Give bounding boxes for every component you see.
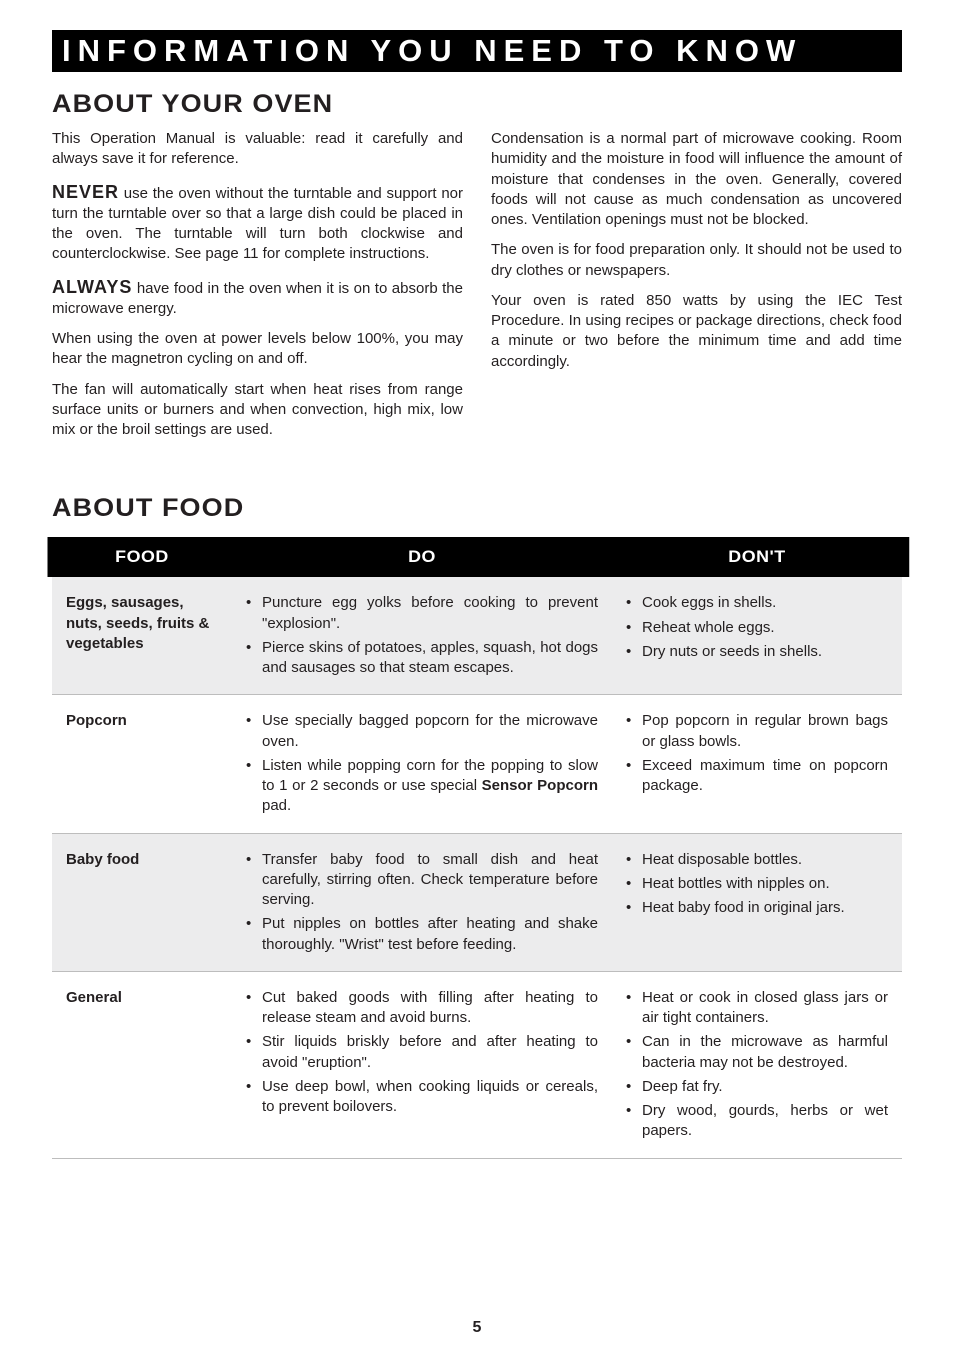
list-item: Exceed maximum time on popcorn package. <box>626 756 888 797</box>
list-item: Heat baby food in original jars. <box>626 898 888 918</box>
table-header-row: FOOD DO DON'T <box>52 537 902 577</box>
list-item: Pop popcorn in regular brown bags or gla… <box>626 711 888 752</box>
heading-about-food: ABOUT FOOD <box>52 494 954 523</box>
page-banner: INFORMATION YOU NEED TO KNOW <box>52 30 902 72</box>
list-item: Puncture egg yolks before cooking to pre… <box>246 593 598 634</box>
table-row: Baby foodTransfer baby food to small dis… <box>52 833 902 971</box>
do-cell: Puncture egg yolks before cooking to pre… <box>232 577 612 695</box>
list-item: Stir liquids briskly before and after he… <box>246 1032 598 1073</box>
para: NEVER use the oven without the turntable… <box>52 180 463 265</box>
dont-cell: Heat disposable bottles. Heat bottles wit… <box>612 833 902 971</box>
list-item: Can in the microwave as harmful bacteria… <box>626 1032 888 1073</box>
para: ALWAYS have food in the oven when it is … <box>52 275 463 320</box>
list-item: Heat or cook in closed glass jars or air… <box>626 988 888 1029</box>
page-number: 5 <box>0 1319 954 1337</box>
food-name-cell: Baby food <box>52 833 232 971</box>
list-item: Reheat whole eggs. <box>626 618 888 638</box>
list-item: Listen while popping corn for the poppin… <box>246 756 598 817</box>
para: The fan will automatically start when he… <box>52 380 463 441</box>
left-column: This Operation Manual is valuable: read … <box>52 129 463 450</box>
do-cell: Use specially bagged popcorn for the mic… <box>232 695 612 833</box>
kw-never: NEVER <box>52 182 119 202</box>
th-do: DO <box>223 537 622 577</box>
two-column-body: This Operation Manual is valuable: read … <box>52 129 902 450</box>
table-row: Eggs, sausages, nuts, seeds, fruits & ve… <box>52 577 902 695</box>
list-item: Use deep bowl, when cooking liquids or c… <box>246 1077 598 1118</box>
dont-cell: Heat or cook in closed glass jars or air… <box>612 971 902 1158</box>
para: Condensation is a normal part of microwa… <box>491 129 902 230</box>
right-column: Condensation is a normal part of microwa… <box>491 129 902 450</box>
kw-always: ALWAYS <box>52 277 132 297</box>
list-item: Cook eggs in shells. <box>626 593 888 613</box>
food-name-cell: Popcorn <box>52 695 232 833</box>
heading-about-oven: ABOUT YOUR OVEN <box>52 90 954 119</box>
th-food: FOOD <box>48 537 237 577</box>
do-cell: Transfer baby food to small dish and hea… <box>232 833 612 971</box>
list-item: Deep fat fry. <box>626 1077 888 1097</box>
dont-cell: Cook eggs in shells. Reheat whole eggs. Dr… <box>612 577 902 695</box>
table-row: Popcorn Use specially bagged popcorn for … <box>52 695 902 833</box>
list-item: Cut baked goods with filling after heati… <box>246 988 598 1029</box>
do-cell: Cut baked goods with filling after heati… <box>232 971 612 1158</box>
list-item: Heat disposable bottles. <box>626 850 888 870</box>
list-item: Heat bottles with nipples on. <box>626 874 888 894</box>
dont-cell: Pop popcorn in regular brown bags or gla… <box>612 695 902 833</box>
list-item: Dry nuts or seeds in shells. <box>626 642 888 662</box>
list-item: Use specially bagged popcorn for the mic… <box>246 711 598 752</box>
food-name-cell: General <box>52 971 232 1158</box>
para: This Operation Manual is valuable: read … <box>52 129 463 170</box>
food-table: FOOD DO DON'T Eggs, sausages, nuts, seed… <box>52 537 902 1158</box>
food-name-cell: Eggs, sausages, nuts, seeds, fruits & ve… <box>52 577 232 695</box>
para: Your oven is rated 850 watts by using th… <box>491 291 902 372</box>
table-row: General Cut baked goods with filling afte… <box>52 971 902 1158</box>
list-item: Transfer baby food to small dish and hea… <box>246 850 598 911</box>
th-dont: DON'T <box>605 537 910 577</box>
para: The oven is for food preparation only. I… <box>491 240 902 281</box>
list-item: Pierce skins of potatoes, apples, squash… <box>246 638 598 679</box>
list-item: Dry wood, gourds, herbs or wet papers. <box>626 1101 888 1142</box>
para: When using the oven at power levels belo… <box>52 329 463 370</box>
list-item: Put nipples on bottles after heating and… <box>246 914 598 955</box>
